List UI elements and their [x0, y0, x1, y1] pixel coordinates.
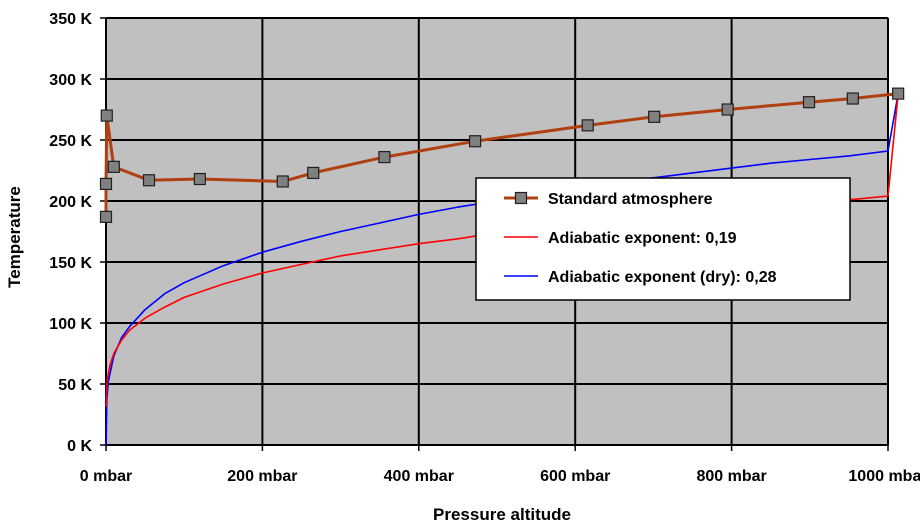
- legend-label: Standard atmosphere: [548, 191, 713, 208]
- data-point-marker: [99, 210, 113, 223]
- legend-entry: Standard atmosphere: [504, 191, 713, 208]
- y-tick-label: 300 K: [49, 72, 92, 89]
- y-axis-label: Temperature: [5, 186, 24, 288]
- data-point-marker: [107, 160, 120, 173]
- data-point-marker: [142, 174, 156, 187]
- data-point-marker: [581, 119, 594, 132]
- x-tick-label: 0 mbar: [80, 468, 132, 485]
- data-point-marker: [99, 177, 113, 191]
- series-0: [99, 87, 905, 223]
- series-line: [105, 93, 899, 446]
- y-tick-label: 100 K: [49, 316, 92, 333]
- y-tick-label: 350 K: [49, 11, 92, 28]
- series-line: [104, 92, 899, 217]
- legend-label: Adiabatic exponent (dry): 0,28: [548, 269, 777, 286]
- x-tick-label: 600 mbar: [540, 468, 610, 485]
- y-tick-label: 150 K: [49, 255, 92, 272]
- x-tick-label: 400 mbar: [384, 468, 454, 485]
- legend-box: [475, 177, 851, 301]
- data-point-marker: [648, 110, 661, 123]
- x-tick-label: 200 mbar: [227, 468, 297, 485]
- x-axis-label: Pressure altitude: [433, 505, 571, 524]
- data-point-marker: [846, 92, 859, 105]
- x-axis-ticks: 0 mbar 200 mbar 400 mbar 600 mbar 800 mbar 10…: [80, 468, 920, 485]
- x-tick-label: 1000 mbar: [848, 468, 920, 485]
- y-tick-label: 0 K: [67, 438, 92, 455]
- legend-entry: Adiabatic exponent: 0,19: [504, 230, 737, 247]
- data-point-marker: [193, 172, 206, 186]
- series-2: [105, 93, 899, 446]
- data-point-marker: [307, 166, 320, 180]
- data-point-marker: [892, 87, 905, 100]
- legend-label: Adiabatic exponent: 0,19: [548, 230, 737, 247]
- legend-entry: Adiabatic exponent (dry): 0,28: [504, 269, 777, 286]
- data-point-marker: [721, 103, 734, 116]
- y-tick-label: 50 K: [58, 377, 92, 394]
- data-point-marker: [100, 109, 113, 122]
- data-point-marker: [802, 96, 816, 109]
- y-tick-label: 250 K: [49, 133, 92, 150]
- y-axis-ticks: 0 K 50 K 100 K 150 K 200 K 250 K 300 K 350 K: [49, 11, 92, 455]
- data-point-marker: [378, 150, 391, 164]
- legend: Standard atmosphere Adiabatic exponent: 0…: [475, 177, 851, 301]
- x-tick-label: 800 mbar: [696, 468, 766, 485]
- y-tick-label: 200 K: [49, 194, 92, 211]
- data-point-marker: [469, 135, 482, 148]
- data-point-marker: [276, 175, 289, 188]
- legend-swatch-marker: [514, 191, 528, 205]
